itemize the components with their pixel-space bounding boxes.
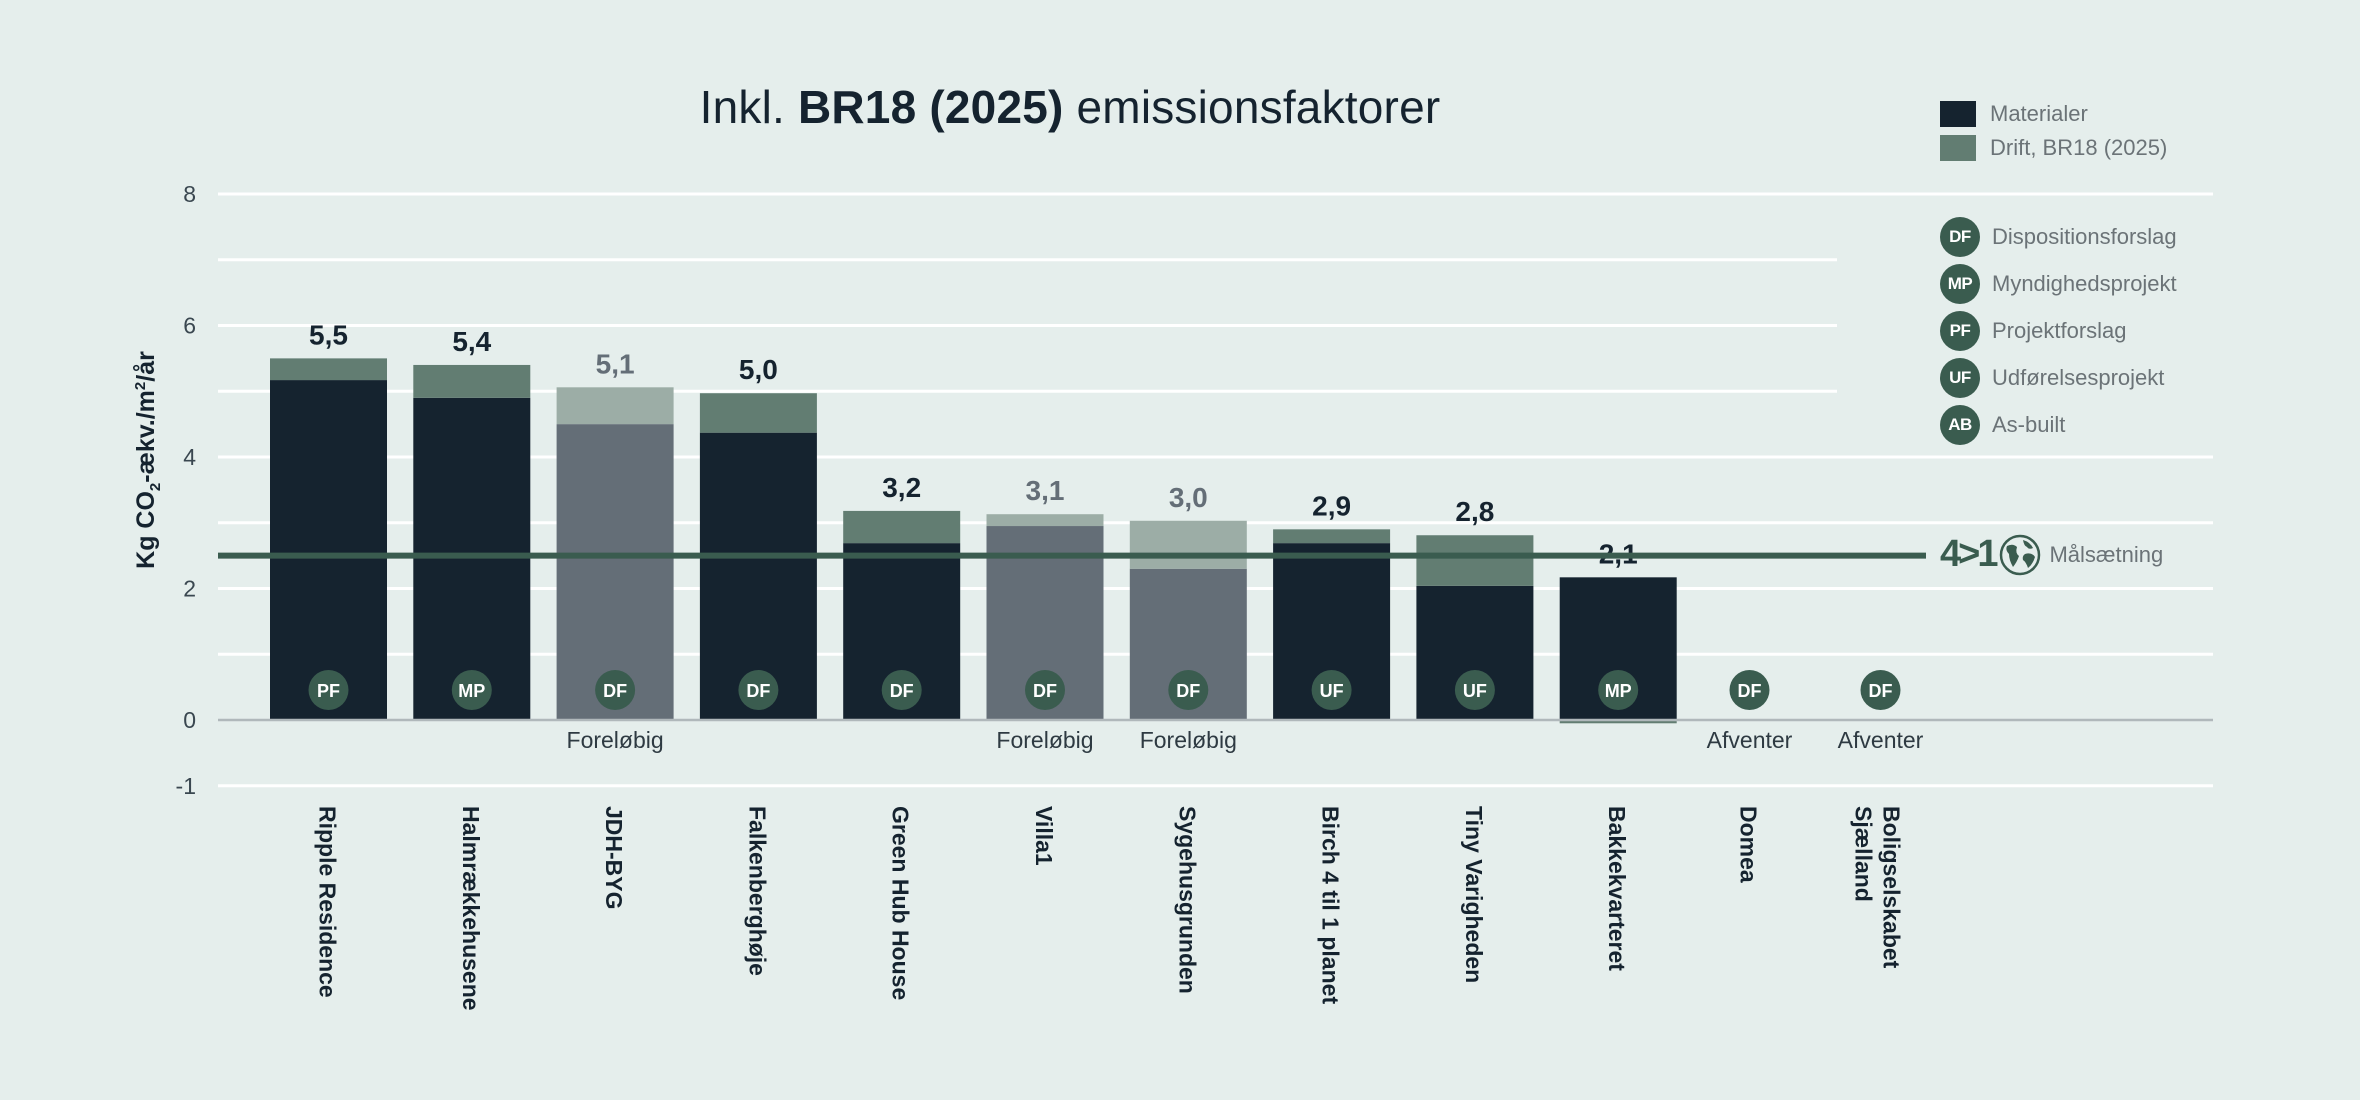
phase-badge-text: PF: [317, 681, 340, 701]
bar-value-label: 5,5: [309, 319, 348, 350]
y-tick-label: 4: [183, 444, 196, 470]
phase-badge-icon: DF: [1940, 216, 1980, 257]
phase-legend-pf: PF Projektforslag: [1940, 307, 2177, 354]
bar-value-label: 3,2: [882, 472, 921, 503]
status-label: Afventer: [1838, 727, 1924, 753]
phase-badge-text: MP: [1605, 681, 1632, 701]
phase-badge-text: MP: [458, 681, 485, 701]
bar-segment-drift[interactable]: [843, 510, 961, 544]
status-label: Foreløbig: [996, 727, 1093, 753]
phase-badge-text: DF: [1033, 681, 1057, 701]
series-legend: Materialer Drift, BR18 (2025): [1940, 97, 2167, 165]
phase-legend-uf: UF Udførelsesprojekt: [1940, 354, 2177, 401]
phase-badge-icon: [451, 670, 492, 710]
status-label: Foreløbig: [1140, 727, 1237, 753]
bar-segment-drift[interactable]: [699, 393, 817, 433]
bar-segment-drift[interactable]: [556, 387, 674, 425]
phase-legend-df: DF Dispositionsforslag: [1940, 213, 2177, 260]
phase-legend-mp: MP Myndighedsprojekt: [1940, 260, 2177, 307]
bar-value-label: 5,4: [452, 326, 491, 357]
legend-item-materialer: Materialer: [1940, 97, 2167, 131]
category-label: Falkenberghøje: [744, 806, 770, 976]
category-label: Boligselskabet: [1879, 806, 1905, 969]
bar-value-label: 5,0: [739, 354, 778, 385]
bar-value-label: 3,0: [1169, 482, 1208, 513]
materialer-swatch: [1940, 101, 1976, 127]
category-label: Birch 4 til 1 planet: [1318, 806, 1344, 1004]
phase-legend-ab: AB As-built: [1940, 401, 2177, 448]
bar-group[interactable]: 2,8: [1416, 496, 1534, 720]
category-label: Green Hub House: [888, 806, 914, 1000]
drift-swatch: [1940, 135, 1976, 161]
y-tick-label: 6: [183, 313, 196, 339]
phase-badge-text: DF: [603, 681, 627, 701]
category-label: Halmrækkehusene: [458, 806, 484, 1011]
status-label: Foreløbig: [567, 727, 664, 753]
bar-value-label: 3,1: [1026, 475, 1065, 506]
status-label: Afventer: [1707, 727, 1793, 753]
bar-segment-drift[interactable]: [1273, 529, 1391, 544]
y-tick-label: 8: [183, 181, 196, 207]
y-tick-label: 0: [183, 707, 196, 733]
phase-badge-icon: UF: [1940, 357, 1980, 398]
bar-group[interactable]: 5,1: [556, 348, 674, 720]
category-label: Bakkekvarteret: [1604, 806, 1630, 971]
globe-icon: [2000, 534, 2041, 575]
phase-badge-icon: [595, 670, 636, 710]
bar-value-label: 2,8: [1455, 496, 1494, 527]
bar-segment-drift[interactable]: [1129, 520, 1247, 569]
phase-badge-icon: [1860, 670, 1901, 710]
phase-badge-icon: PF: [1940, 310, 1980, 351]
phase-badge-icon: [308, 670, 349, 710]
bar-segment-materialer[interactable]: [270, 380, 387, 720]
legend-item-drift: Drift, BR18 (2025): [1940, 131, 2167, 165]
phase-badge-icon: [1598, 670, 1639, 710]
phase-badge-icon: [1729, 670, 1770, 710]
bar-group[interactable]: 5,4: [413, 326, 531, 720]
phase-badge-text: DF: [1176, 681, 1200, 701]
category-label: Domea: [1736, 806, 1762, 883]
chart-title: Inkl. BR18 (2025) emissionsfaktorer: [699, 81, 1441, 133]
category-label: Tiny Varigheden: [1461, 806, 1487, 983]
bar-segment-drift[interactable]: [986, 514, 1104, 527]
phase-badge-text: DF: [1869, 681, 1893, 701]
category-label: Ripple Residence: [315, 806, 341, 998]
category-label: Sygehusgrunden: [1174, 806, 1200, 994]
phase-badge-text: DF: [1738, 681, 1762, 701]
phase-badge-icon: [881, 670, 922, 710]
bar-segment-drift[interactable]: [413, 364, 531, 398]
phase-badge-text: DF: [746, 681, 770, 701]
4x1-logo: 4>1: [1940, 533, 1998, 575]
bar-segment-materialer[interactable]: [413, 397, 531, 720]
category-label: Villa1: [1031, 806, 1057, 866]
phase-legend: DF Dispositionsforslag MP Myndighedsprojek…: [1940, 213, 2177, 448]
goal-legend: 4>1 Målsætning: [1940, 533, 2164, 575]
bar-segment-drift[interactable]: [1416, 535, 1534, 586]
phase-badge-icon: [1311, 670, 1352, 710]
phase-badge-icon: MP: [1940, 263, 1980, 304]
y-tick-label: 2: [183, 576, 196, 602]
phase-badge-icon: [1168, 670, 1209, 710]
bar-value-label: 5,1: [596, 348, 635, 379]
bar-segment-drift[interactable]: [1559, 720, 1677, 724]
category-label: Sjælland: [1851, 806, 1877, 902]
bar-segment-drift[interactable]: [270, 358, 387, 381]
y-tick-label: -1: [176, 773, 196, 799]
phase-badge-icon: AB: [1940, 404, 1980, 445]
phase-badge-text: UF: [1320, 681, 1344, 701]
phase-badge-icon: [738, 670, 779, 710]
bar-group[interactable]: 5,0: [699, 354, 817, 720]
phase-badge-text: DF: [890, 681, 914, 701]
phase-badge-text: UF: [1463, 681, 1487, 701]
bar-group[interactable]: 5,5: [270, 319, 387, 720]
category-label: JDH-BYG: [601, 806, 627, 910]
phase-badge-icon: [1454, 670, 1495, 710]
bar-value-label: 2,9: [1312, 490, 1351, 521]
phase-badge-icon: [1025, 670, 1065, 710]
